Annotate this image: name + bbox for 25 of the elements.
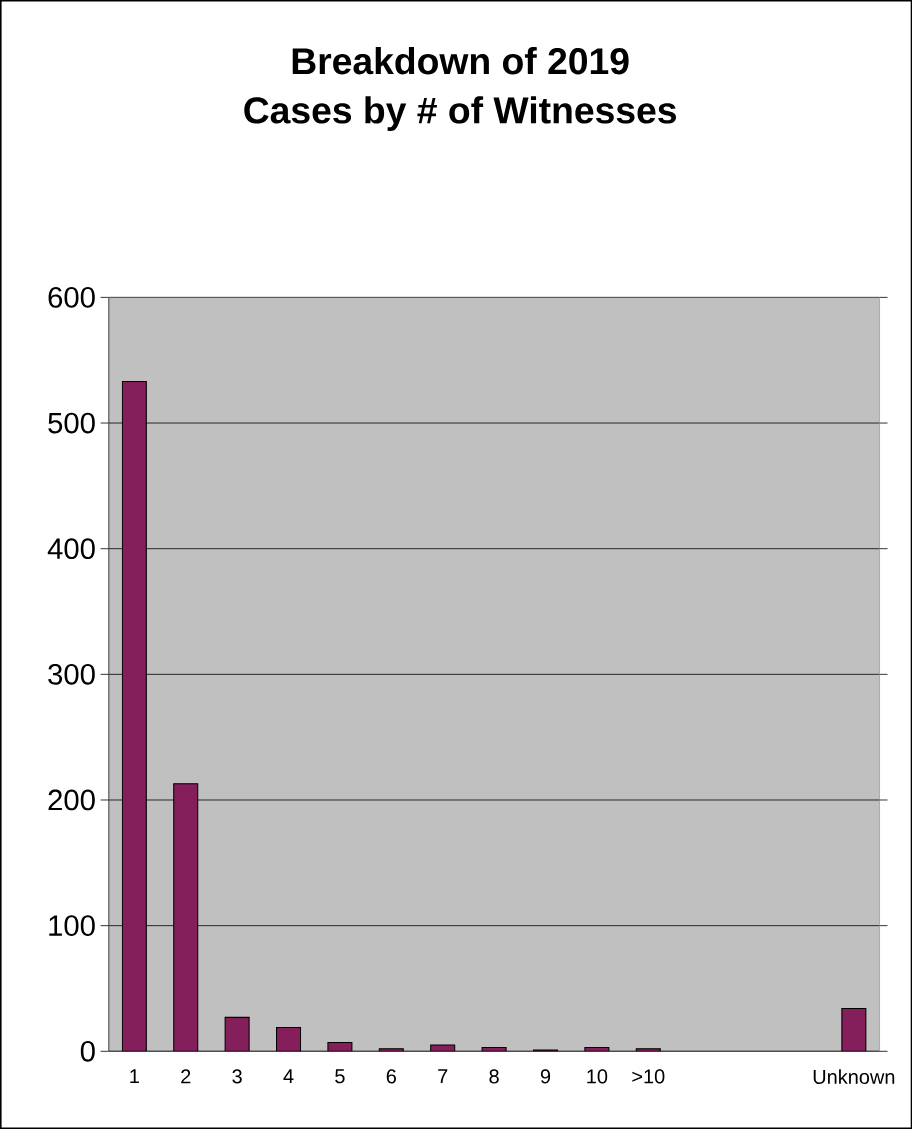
y-tick-label: 100	[49, 915, 95, 937]
y-tick-label: 400	[47, 538, 95, 560]
x-tick-label: 3	[232, 1069, 242, 1084]
chart-subtitle: Cases by # of Witnesses	[244, 96, 676, 131]
y-tick-label: 500	[48, 412, 95, 434]
y-tick-label: 200	[48, 789, 95, 811]
x-tick-label: 5	[335, 1069, 345, 1084]
x-tick-label: 6	[386, 1069, 396, 1084]
x-tick-label: >10	[632, 1069, 665, 1084]
bar	[173, 783, 199, 1052]
x-tick-label: 4	[283, 1069, 294, 1084]
bar	[841, 1008, 867, 1052]
x-tick-label: 8	[489, 1069, 499, 1084]
bar	[121, 381, 147, 1052]
x-tick-label: Unknown	[813, 1069, 895, 1084]
y-tick-label: 600	[48, 287, 95, 308]
x-tick-label: 9	[540, 1069, 550, 1084]
chart-title: Breakdown of 2019	[292, 47, 629, 75]
y-tick-label: 300	[48, 663, 95, 685]
y-tick-label: 0	[80, 1040, 95, 1062]
x-tick-label: 10	[587, 1069, 608, 1084]
bar	[275, 1026, 301, 1052]
x-tick-label: 7	[438, 1069, 448, 1084]
x-tick-label: 2	[181, 1069, 191, 1084]
x-tick-label: 1	[130, 1069, 139, 1084]
